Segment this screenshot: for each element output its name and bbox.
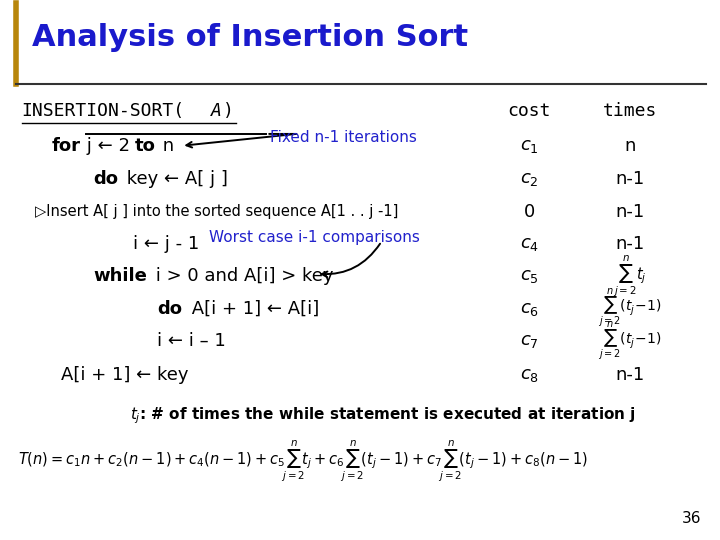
Text: $t_j$: # of times the while statement is executed at iteration j: $t_j$: # of times the while statement is…	[130, 406, 636, 426]
Text: $c_4$: $c_4$	[520, 235, 539, 253]
Text: A[i + 1] ← key: A[i + 1] ← key	[61, 366, 189, 384]
Text: A[i + 1] ← A[i]: A[i + 1] ← A[i]	[186, 300, 319, 318]
Text: Fixed n-1 iterations: Fixed n-1 iterations	[270, 130, 417, 145]
Text: i ← j - 1: i ← j - 1	[133, 235, 199, 253]
Text: n: n	[624, 137, 636, 155]
Text: $c_6$: $c_6$	[520, 300, 539, 318]
Text: to: to	[135, 137, 156, 155]
Text: ▷Insert A[ j ] into the sorted sequence A[1 . . j -1]: ▷Insert A[ j ] into the sorted sequence …	[35, 204, 398, 219]
Text: $c_5$: $c_5$	[520, 267, 539, 286]
Text: ): )	[223, 102, 234, 120]
Text: $\sum_{j=2}^{n}(t_j\!-\!1)$: $\sum_{j=2}^{n}(t_j\!-\!1)$	[598, 320, 662, 363]
Text: i ← i – 1: i ← i – 1	[157, 332, 225, 350]
Text: n: n	[157, 137, 174, 155]
Text: n-1: n-1	[616, 235, 644, 253]
Text: $c_8$: $c_8$	[520, 366, 539, 384]
Text: while: while	[94, 267, 148, 286]
Text: $c_7$: $c_7$	[520, 332, 539, 350]
Text: for: for	[52, 137, 81, 155]
Text: $T(n) = c_1 n + c_2(n-1) + c_4(n-1) + c_5\!\sum_{j=2}^{n}\!t_j + c_6\!\sum_{j=2}: $T(n) = c_1 n + c_2(n-1) + c_4(n-1) + c_…	[18, 439, 588, 484]
Text: i > 0 and A[i] > key: i > 0 and A[i] > key	[150, 267, 333, 286]
Text: cost: cost	[508, 102, 551, 120]
Text: INSERTION-SORT(: INSERTION-SORT(	[22, 102, 185, 120]
Text: $c_1$: $c_1$	[520, 137, 539, 155]
Text: $\sum_{j=2}^{n}t_j$: $\sum_{j=2}^{n}t_j$	[613, 254, 647, 299]
Text: do: do	[157, 300, 182, 318]
Text: key ← A[ j ]: key ← A[ j ]	[121, 170, 228, 188]
Text: n-1: n-1	[616, 170, 644, 188]
Text: 0: 0	[523, 202, 535, 221]
Text: n-1: n-1	[616, 202, 644, 221]
Text: Analysis of Insertion Sort: Analysis of Insertion Sort	[32, 23, 469, 52]
Text: 36: 36	[681, 511, 701, 526]
Text: $c_2$: $c_2$	[520, 170, 539, 188]
Text: Worst case i-1 comparisons: Worst case i-1 comparisons	[209, 230, 420, 245]
Text: A: A	[211, 102, 222, 120]
Text: $\sum_{j=2}^{n}(t_j\!-\!1)$: $\sum_{j=2}^{n}(t_j\!-\!1)$	[598, 287, 662, 330]
Text: j ← 2: j ← 2	[81, 137, 136, 155]
Text: times: times	[603, 102, 657, 120]
Text: do: do	[94, 170, 119, 188]
Text: n-1: n-1	[616, 366, 644, 384]
